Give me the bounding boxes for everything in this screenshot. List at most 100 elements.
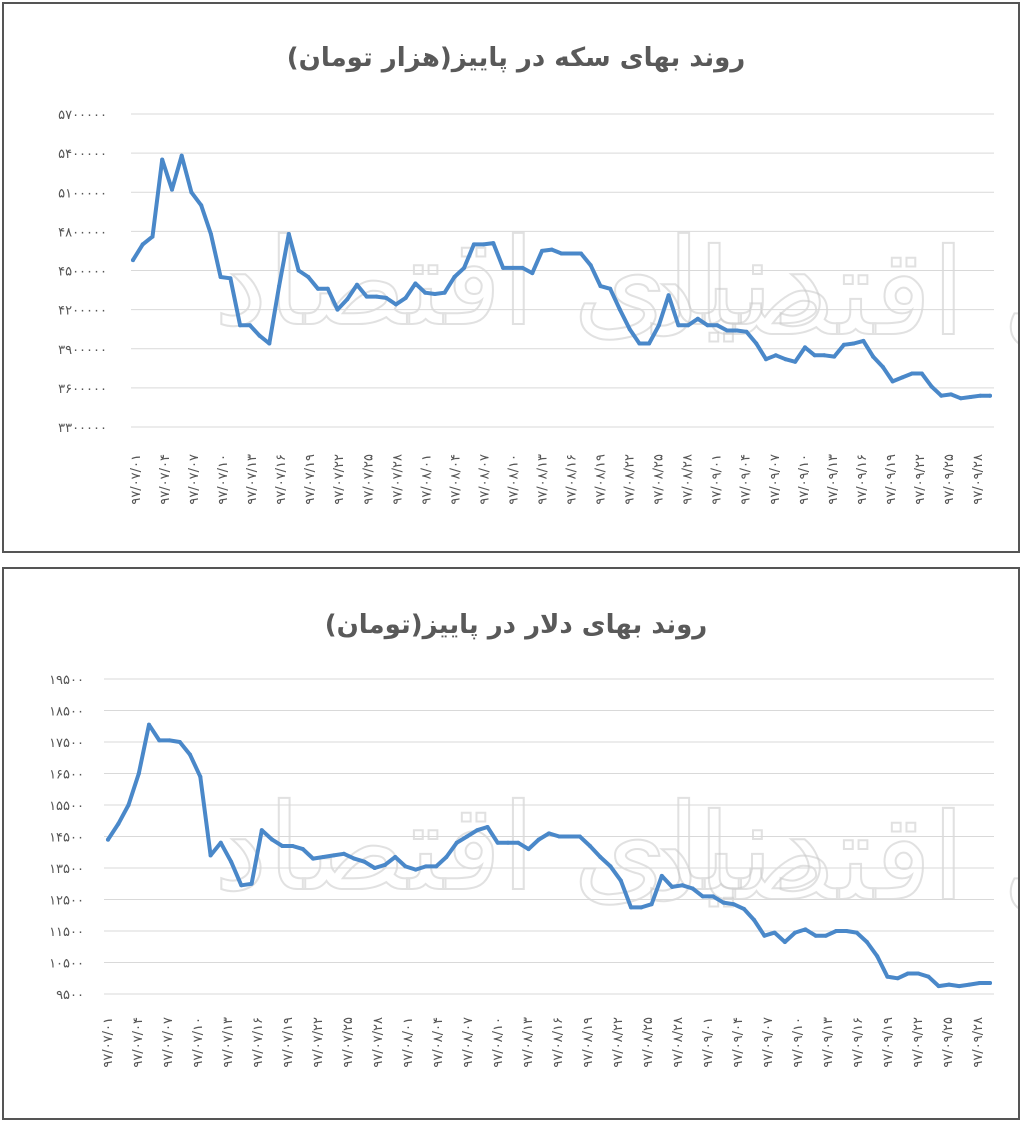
dollar-data-point [506,840,510,845]
coin-x-tick-label: ۹۷/۰۸/۲۲ [623,454,638,505]
coin-data-point [988,393,992,398]
dollar-data-point [208,853,213,858]
coin-data-point [189,190,194,195]
dollar-x-tick-label: ۹۷/۰۹/۱۰ [791,1017,806,1068]
dollar-data-point [362,859,367,864]
dollar-x-tick-label: ۹۷/۰۷/۱۶ [251,1017,266,1068]
dollar-x-tick-label: ۹۷/۰۸/۱۹ [581,1017,596,1068]
dollar-data-point [229,859,234,864]
coin-data-point [754,341,759,346]
coin-data-point [705,323,710,328]
dollar-y-tick-label: ۹۵۰۰ [56,988,84,1003]
coin-y-tick-label: ۳۶۰۰۰۰۰ [58,382,107,397]
dollar-data-point [711,894,716,899]
coin-x-tick-label: ۹۷/۰۸/۱۶ [565,454,580,505]
coin-x-tick-label: ۹۷/۰۸/۱۰ [506,454,521,505]
dollar-data-point [259,828,264,833]
dollar-y-tick-label: ۱۸۵۰۰ [49,705,84,720]
dollar-data-point [188,752,192,757]
dollar-data-point [167,738,172,743]
coin-y-tick-label: ۵۱۰۰۰۰۰ [58,186,107,201]
dollar-data-point [844,929,849,933]
coin-data-point [228,276,233,281]
coin-data-point [666,293,671,298]
coin-y-tick-label: ۵۷۰۰۰۰۰ [58,108,107,123]
dollar-data-point [177,740,182,744]
coin-x-tick-label: ۹۷/۰۸/۰۱ [419,454,434,505]
dollar-data-point [988,981,992,985]
coin-data-point [170,187,174,192]
dollar-data-point [629,905,633,910]
coin-y-tick-label: ۳۹۰۰۰۰۰ [58,343,107,358]
dollar-x-tick-label: ۹۷/۰۷/۰۱ [101,1017,116,1068]
coin-x-tick-label: ۹۷/۰۹/۰۷ [768,454,783,505]
dollar-x-tick-label: ۹۷/۰۸/۱۳ [521,1017,536,1068]
dollar-x-tick-label: ۹۷/۰۹/۱۹ [881,1017,896,1068]
coin-data-point [218,275,223,279]
coin-data-point [355,282,359,287]
dollar-y-tick-label: ۱۵۵۰۰ [49,799,84,814]
coin-x-tick-label: ۹۷/۰۸/۲۵ [652,454,667,505]
dollar-data-point [916,971,921,976]
coin-data-point [393,302,398,307]
dollar-data-point [475,828,480,833]
coin-data-point [978,393,983,398]
coin-data-point [452,275,457,279]
dollar-data-point [875,954,880,959]
dollar-data-point [352,856,357,861]
coin-data-point [384,295,389,300]
dollar-x-tick-label: ۹۷/۰۷/۰۴ [131,1017,146,1068]
coin-data-point [929,384,934,389]
dollar-x-tick-label: ۹۷/۰۸/۰۴ [431,1017,446,1068]
coin-data-point [277,284,282,289]
coin-data-point [783,357,788,362]
coin-data-point [832,354,837,359]
coin-price-chart: دنیای اقتصاد دنیای اقتصاد روند بهای سکه … [58,43,1018,505]
coin-data-point [442,290,447,295]
dollar-x-tick-label: ۹۷/۰۷/۱۰ [191,1017,206,1068]
coin-data-point [267,341,272,346]
dollar-data-point [834,929,839,933]
coin-x-tick-label: ۹۷/۰۷/۰۴ [158,454,173,505]
coin-x-tick-label: ۹۷/۰۹/۱۰ [797,454,812,505]
dollar-data-point [311,856,316,861]
dollar-y-tick-label: ۱۱۵۰۰ [49,925,84,940]
dollar-data-point [270,837,275,842]
coin-x-tick-label: ۹۷/۰۸/۲۸ [681,454,696,505]
dollar-data-point [659,873,664,878]
coin-y-tick-label: ۵۴۰۰۰۰۰ [58,147,107,162]
coin-x-tick-label: ۹۷/۰۸/۰۴ [448,454,463,505]
dollar-x-tick-label: ۹۷/۰۸/۲۸ [671,1017,686,1068]
dollar-x-tick-label: ۹۷/۰۹/۱۶ [851,1017,866,1068]
dollar-data-point [290,844,295,848]
coin-data-point [949,392,953,397]
coin-x-tick-label: ۹۷/۰۷/۱۳ [245,454,260,505]
dollar-data-point [413,867,418,872]
dollar-data-point [598,855,603,859]
dollar-chart-panel: دنیای اقتصاد دنیای اقتصاد روند بهای دلار… [2,567,1020,1120]
coin-data-point [569,251,574,256]
coin-data-point [257,333,262,338]
dollar-watermark-2: دنیای اقتصاد [644,789,1018,928]
coin-data-point [686,323,691,328]
coin-x-tick-label: ۹۷/۰۷/۱۰ [216,454,231,505]
dollar-data-point [649,902,654,907]
coin-x-tick-label: ۹۷/۰۷/۲۵ [361,454,376,505]
dollar-data-point [116,821,121,826]
dollar-x-tick-label: ۹۷/۰۸/۱۶ [551,1017,566,1068]
coin-data-point [131,258,135,263]
dollar-data-point [239,883,244,888]
coin-data-point [812,353,817,358]
dollar-data-point [731,902,736,907]
coin-data-point [316,286,320,291]
coin-data-point [725,328,730,333]
dollar-x-tick-label: ۹۷/۰۷/۲۸ [371,1017,386,1068]
coin-data-point [656,323,661,328]
coin-chart-title: روند بهای سکه در پاییز(هزار تومان) [287,43,746,73]
dollar-x-tick-label: ۹۷/۰۹/۰۴ [731,1017,746,1068]
dollar-x-tick-label: ۹۷/۰۸/۱۰ [491,1017,506,1068]
dollar-x-tick-label: ۹۷/۰۸/۲۵ [641,1017,656,1068]
coin-data-point [208,232,213,236]
dollar-data-point [895,976,900,981]
coin-data-point [540,248,544,253]
